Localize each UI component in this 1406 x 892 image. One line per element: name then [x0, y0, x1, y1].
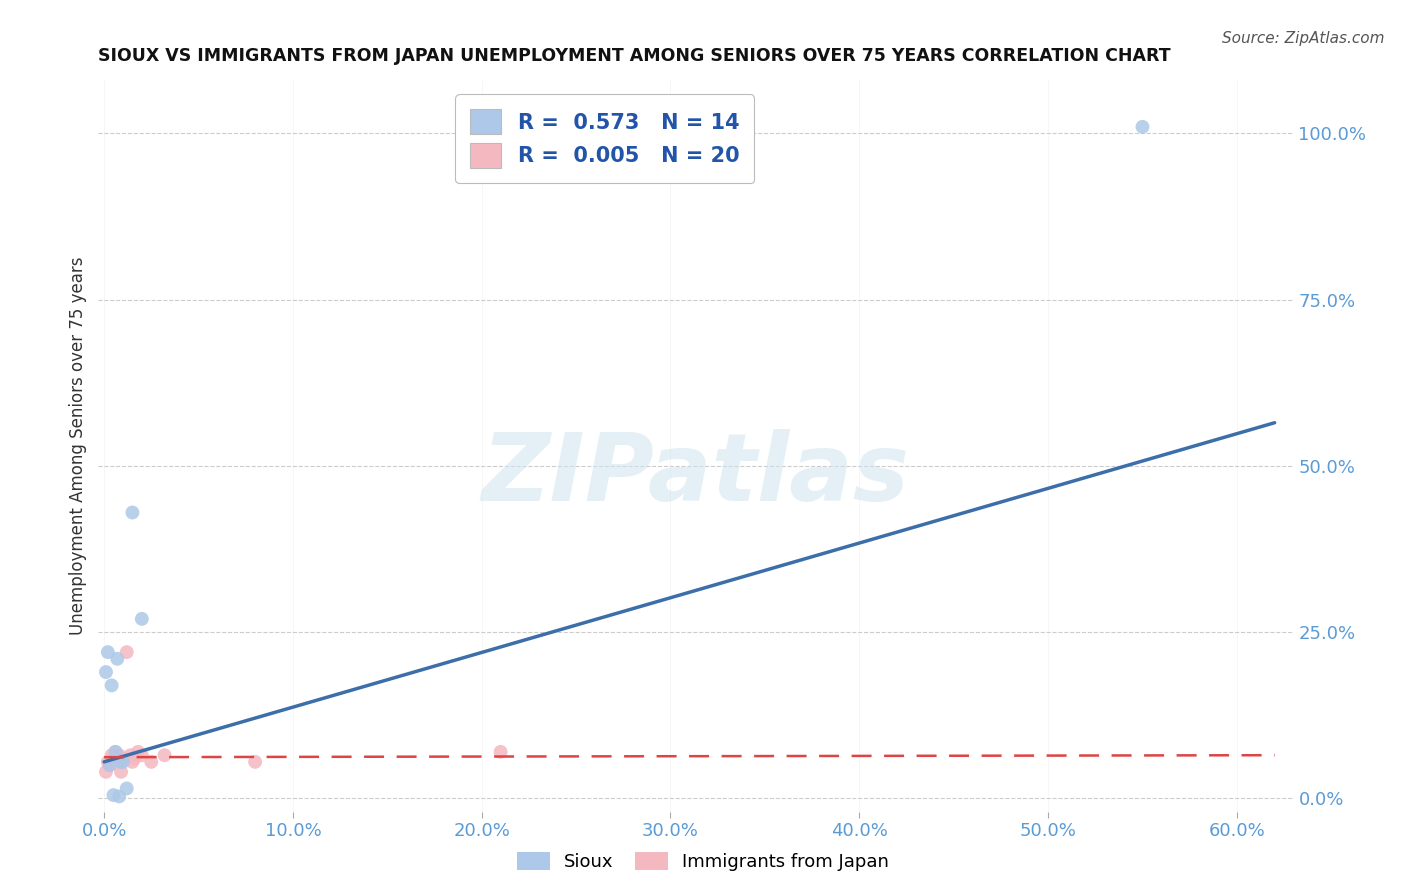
Point [105, 652, 128, 666]
Point [105, 755, 128, 769]
Point [97, 645, 120, 659]
Point [97, 755, 120, 769]
Legend: Sioux, Immigrants from Japan: Sioux, Immigrants from Japan [510, 845, 896, 879]
Point [111, 751, 134, 765]
Point [94, 764, 117, 779]
Text: Source: ZipAtlas.com: Source: ZipAtlas.com [1222, 31, 1385, 46]
Text: ZIPatlas: ZIPatlas [482, 429, 910, 521]
Point [108, 748, 131, 763]
Point [120, 748, 142, 763]
Point [131, 612, 153, 626]
Point [104, 745, 127, 759]
Point [100, 748, 122, 763]
Point [489, 745, 512, 759]
Point [1132, 120, 1154, 134]
Point [115, 781, 138, 796]
Point [103, 751, 125, 765]
Y-axis label: Unemployment Among Seniors over 75 years: Unemployment Among Seniors over 75 years [69, 257, 87, 635]
Point [153, 748, 176, 763]
Text: SIOUX VS IMMIGRANTS FROM JAPAN UNEMPLOYMENT AMONG SENIORS OVER 75 YEARS CORRELAT: SIOUX VS IMMIGRANTS FROM JAPAN UNEMPLOYM… [98, 47, 1171, 65]
Point [100, 678, 122, 692]
Point [98, 758, 121, 772]
Point [94, 665, 117, 679]
Point [108, 789, 131, 804]
Point [141, 755, 163, 769]
Point [110, 755, 132, 769]
Point [131, 748, 153, 763]
Point [243, 755, 266, 769]
Point [104, 745, 127, 759]
Point [121, 755, 143, 769]
Point [124, 751, 146, 765]
Point [121, 506, 143, 520]
Point [127, 745, 149, 759]
Legend: R =  0.573   N = 14, R =  0.005   N = 20: R = 0.573 N = 14, R = 0.005 N = 20 [456, 95, 754, 183]
Point [115, 645, 138, 659]
Point [110, 764, 132, 779]
Point [103, 788, 125, 802]
Point [98, 758, 121, 772]
Point [111, 755, 134, 769]
